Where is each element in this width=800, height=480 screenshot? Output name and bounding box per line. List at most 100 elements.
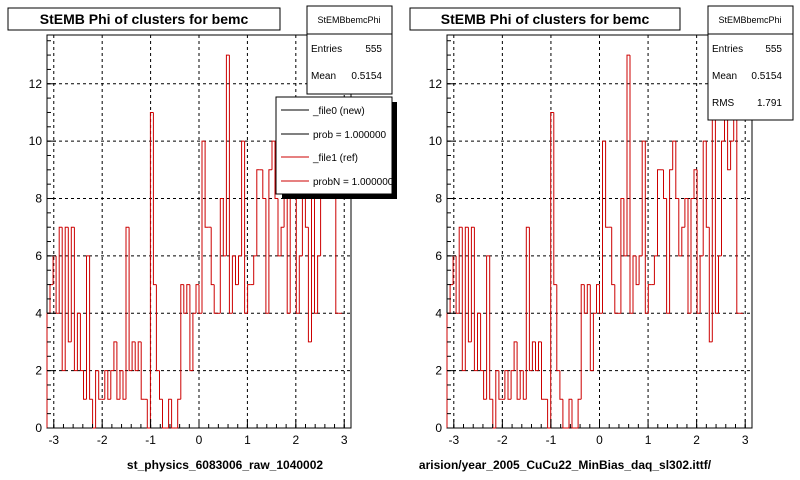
left-histogram-bin — [116, 341, 120, 400]
right-histogram-bin — [632, 255, 637, 314]
left-title-box — [7, 7, 281, 31]
right-histogram-bin — [562, 399, 566, 429]
left-histogram-bin — [253, 255, 257, 285]
left-x-tick-label: 0 — [196, 433, 203, 447]
left-y-tick-label: 12 — [29, 77, 43, 91]
right-histogram-bin — [657, 169, 661, 256]
right-histogram-bin — [541, 341, 545, 400]
left-plot-frame — [46, 34, 352, 429]
left-histogram-bin — [113, 341, 117, 371]
right-x-tick-label: 2 — [693, 433, 700, 447]
right-y-tick-label: 2 — [435, 364, 442, 378]
left-histogram-bin — [213, 284, 218, 314]
left-x-tick-label: -1 — [145, 433, 156, 447]
left-histogram-bin — [235, 255, 239, 286]
left-histogram-bin — [146, 399, 151, 429]
right-histogram-bin — [498, 370, 502, 400]
left-histogram-bin — [79, 313, 84, 372]
left-histogram-bin — [186, 284, 190, 314]
left-chart-title: StEMB Phi of clusters for bemc — [40, 11, 249, 27]
right-histogram-bin — [718, 255, 722, 314]
left-histogram-bin — [317, 255, 321, 314]
left-histogram-bin — [262, 169, 266, 199]
right-y-tick-label: 12 — [429, 77, 443, 91]
right-histogram-bin — [592, 312, 597, 371]
left-histogram-bin — [152, 112, 157, 286]
right-y-tick-label: 0 — [435, 421, 442, 435]
right-histogram-bin — [653, 255, 658, 285]
left-histogram-bin — [274, 141, 278, 199]
left-stats-mean-label: Mean — [311, 71, 336, 82]
left-stats-mean-value: 0.5154 — [351, 71, 382, 82]
left-histogram-bin — [198, 284, 202, 314]
right-histogram-bin — [690, 198, 694, 314]
left-histogram-bin — [107, 370, 111, 400]
right-y-tick-label: 10 — [429, 134, 443, 148]
right-histogram-bin — [510, 370, 515, 400]
right-histogram-bin — [580, 284, 585, 400]
left-histogram-bin — [247, 284, 251, 314]
right-histogram-bin — [620, 198, 624, 314]
left-histogram-bin — [58, 226, 63, 314]
right-histogram-bin — [736, 112, 740, 314]
left-histogram-bin — [134, 341, 139, 372]
right-histogram-bin — [684, 198, 688, 228]
right-histogram-bin — [535, 341, 539, 372]
left-histogram-bin — [159, 370, 163, 400]
right-histogram-bin — [525, 226, 530, 400]
left-histogram-bin — [238, 255, 242, 285]
right-histogram-bin — [531, 341, 536, 371]
right-histogram-bin — [483, 370, 487, 400]
left-x-axis-label: st_physics_6083006_raw_1040002 — [127, 458, 323, 472]
left-y-tick-label: 0 — [35, 421, 42, 435]
left-histogram-bin — [110, 370, 114, 400]
right-stats-entries-value: 555 — [765, 44, 782, 55]
left-histogram-bin — [219, 198, 224, 314]
left-histogram-bin — [177, 398, 181, 428]
right-y-tick-label: 8 — [435, 192, 442, 206]
right-histogram-bin — [596, 284, 600, 314]
right-histogram-bin — [513, 341, 518, 371]
right-y-tick-label: 6 — [435, 249, 442, 263]
right-histogram-bin — [528, 227, 533, 372]
right-histogram-bin — [586, 284, 591, 314]
left-y-tick-label: 6 — [35, 249, 42, 263]
left-stats-entries-value: 555 — [365, 44, 382, 55]
left-histogram-bin — [73, 227, 78, 372]
left-histogram-bin — [241, 140, 245, 256]
right-histogram-bin — [681, 226, 685, 256]
left-stats-entries-label: Entries — [311, 44, 342, 55]
right-histogram-bin — [687, 198, 691, 314]
left-histogram-bin — [228, 55, 233, 314]
right-histogram-bin — [641, 140, 646, 256]
right-histogram-series — [446, 54, 743, 429]
left-histogram-bin — [204, 141, 209, 228]
right-histogram-bin — [644, 141, 649, 314]
right-x-tick-label: -2 — [497, 433, 508, 447]
left-x-tick-label: 3 — [341, 433, 348, 447]
left-histogram-bin — [86, 255, 90, 400]
left-x-tick-label: 2 — [292, 433, 299, 447]
left-histogram-bin — [131, 341, 136, 371]
left-x-tick-label: 1 — [244, 433, 251, 447]
right-histogram-bin — [538, 341, 542, 371]
right-histogram-bin — [675, 141, 679, 199]
right-histogram-bin — [473, 227, 478, 372]
right-histogram-bin — [467, 227, 472, 343]
left-histogram-bin — [286, 198, 291, 314]
right-histogram-bin — [489, 255, 493, 400]
right-histogram-bin — [589, 284, 594, 372]
right-x-tick-label: 3 — [742, 433, 749, 447]
right-histogram-bin — [626, 54, 630, 256]
right-histogram-bin — [669, 169, 673, 314]
left-histogram-bin — [189, 284, 193, 372]
right-histogram-bin — [559, 370, 563, 400]
left-histogram-bin — [122, 370, 126, 400]
legend-label-file1: _file1 (ref) — [312, 153, 358, 164]
left-grid — [47, 35, 351, 428]
